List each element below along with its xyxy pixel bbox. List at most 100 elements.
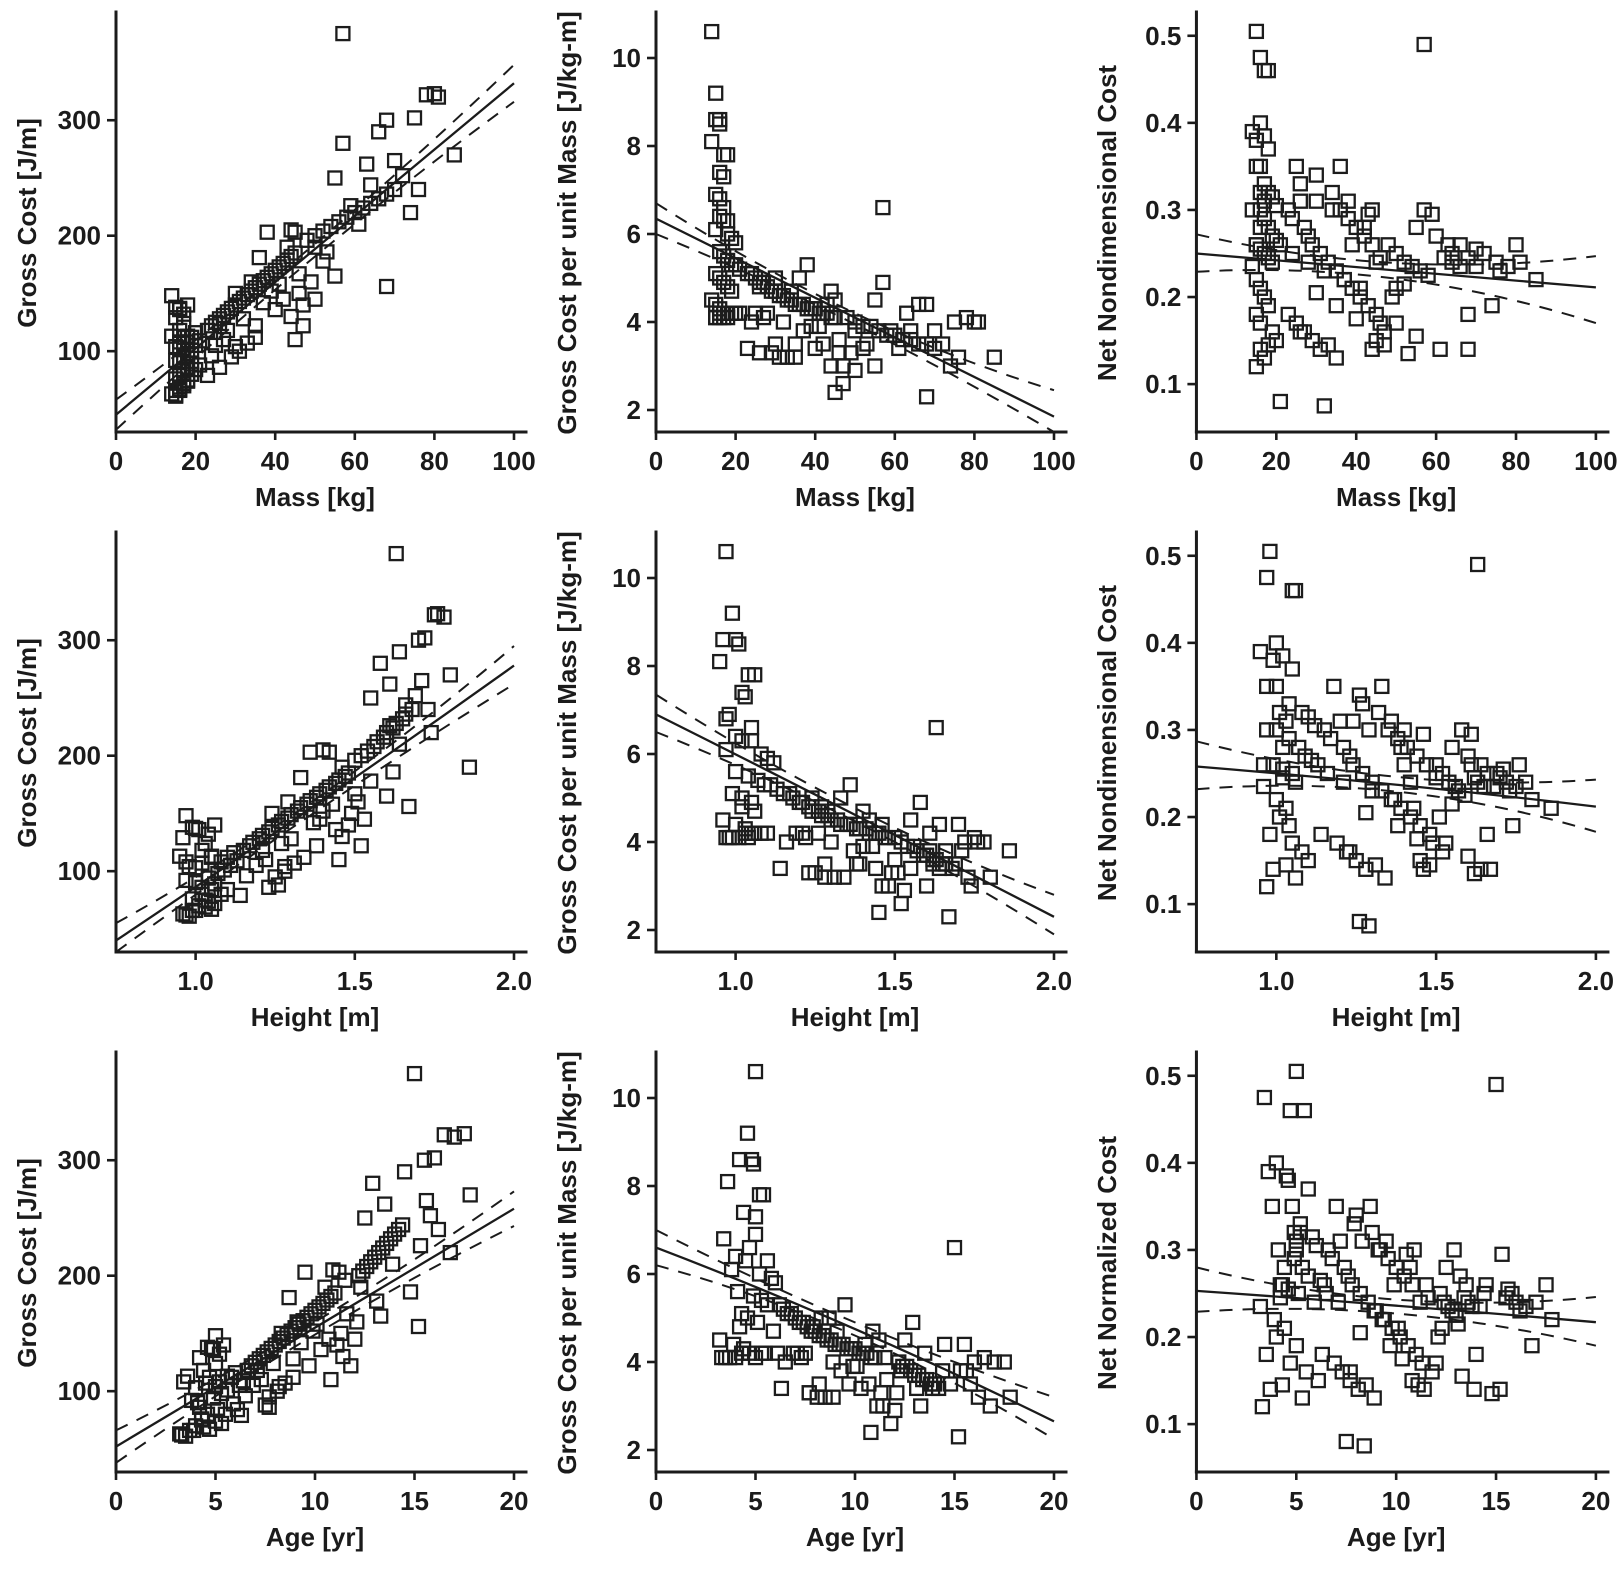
data-point	[1332, 202, 1348, 218]
cost-per-mass-vs-height-plot: 2 4 6 8 10 1.0 1.5 2.0 Height [m] Gross Cost per …	[552, 530, 1072, 1032]
data-point	[1396, 722, 1412, 738]
data-point	[1342, 844, 1358, 860]
data-point	[743, 265, 760, 282]
data-point	[839, 309, 855, 326]
data-point	[417, 630, 433, 646]
data-point	[922, 843, 938, 859]
data-point	[273, 835, 290, 852]
data-point	[926, 323, 943, 339]
data-point	[1412, 263, 1428, 279]
data-point	[1457, 787, 1473, 803]
data-point	[1406, 1242, 1422, 1258]
data-point	[416, 1152, 433, 1168]
data-point	[1374, 1311, 1390, 1328]
data-point	[727, 816, 744, 833]
data-point	[871, 904, 887, 921]
data-point	[1304, 332, 1320, 349]
data-point	[324, 796, 341, 812]
data-point	[721, 706, 737, 723]
y-tick-label: 2	[627, 915, 641, 945]
data-point	[731, 1319, 748, 1335]
data-point	[1287, 774, 1304, 790]
data-point	[934, 336, 951, 352]
data-point	[931, 860, 948, 877]
data-point	[712, 653, 728, 670]
data-point	[1252, 341, 1269, 357]
data-point	[891, 1354, 907, 1370]
data-point	[1248, 306, 1265, 323]
data-point	[363, 690, 379, 706]
data-point	[810, 825, 827, 841]
y-tick-label: 100	[58, 1376, 101, 1406]
data-point	[817, 1389, 833, 1405]
data-point	[950, 816, 967, 833]
data-point	[261, 879, 277, 895]
data-point	[845, 843, 862, 859]
data-point	[1428, 228, 1444, 244]
data-point	[1380, 722, 1396, 738]
data-point	[343, 1358, 359, 1374]
data-point	[351, 216, 367, 232]
data-point	[1326, 678, 1342, 695]
data-point	[747, 1063, 764, 1080]
y-axis-label: Net Nondimensional Cost	[1092, 65, 1122, 381]
data-point	[181, 1422, 198, 1439]
data-point	[287, 224, 303, 240]
data-point	[1416, 202, 1432, 218]
data-point	[371, 124, 387, 140]
data-point	[905, 1314, 921, 1331]
data-point	[347, 1331, 363, 1347]
data-point	[1328, 350, 1344, 366]
data-point	[896, 882, 913, 899]
data-point	[1332, 1233, 1348, 1249]
data-point	[302, 744, 318, 760]
x-tick-label: 10	[841, 1486, 870, 1516]
data-point	[1452, 237, 1468, 253]
data-point	[323, 1371, 339, 1388]
data-point	[1312, 245, 1328, 262]
data-point	[718, 543, 734, 560]
data-point	[1296, 219, 1313, 236]
data-point	[1479, 826, 1495, 843]
x-axis-label: Mass [kg]	[1336, 482, 1456, 512]
data-point	[1306, 717, 1323, 734]
data-point	[191, 333, 208, 349]
y-tick-label: 0.3	[1145, 195, 1181, 225]
data-point	[446, 147, 462, 163]
data-point	[1284, 661, 1300, 677]
data-point	[1468, 241, 1484, 257]
data-point	[1428, 1355, 1444, 1371]
data-point	[801, 1385, 817, 1401]
data-point	[1286, 1250, 1302, 1267]
y-tick-label: 300	[58, 105, 101, 135]
data-point	[1335, 774, 1352, 790]
data-point	[280, 794, 296, 810]
data-point	[1386, 791, 1403, 808]
y-tick-label: 8	[627, 651, 641, 681]
data-point	[410, 181, 427, 198]
data-point	[835, 358, 851, 374]
data-point	[1425, 835, 1441, 851]
data-point	[1354, 765, 1371, 782]
data-point	[1313, 826, 1329, 843]
x-tick-label: 20	[1581, 1486, 1610, 1516]
data-point	[283, 248, 299, 265]
data-point	[767, 1275, 784, 1291]
data-point	[207, 817, 223, 833]
data-point	[176, 306, 192, 322]
data-point	[1377, 870, 1393, 886]
data-point	[1360, 298, 1376, 314]
panel-net-normalized-cost-vs-age: 0.1 0.2 0.3 0.4 0.5 0 5 10 15 20 Age [yr] Net Norma…	[1080, 1040, 1622, 1578]
panel-gross-cost-vs-age: 100 200 300 0 5 10 15 20 Age [yr] Gross Cost [J/m…	[0, 1040, 540, 1578]
data-point	[782, 785, 798, 802]
data-point	[1424, 1364, 1440, 1380]
data-point	[1492, 1381, 1508, 1397]
data-point	[359, 156, 375, 172]
data-point	[1543, 800, 1559, 816]
data-point	[1344, 1277, 1360, 1293]
data-point	[1508, 1294, 1524, 1310]
data-point	[1330, 1294, 1346, 1310]
data-point	[291, 285, 307, 302]
data-point	[1354, 1233, 1370, 1249]
data-point	[1252, 241, 1269, 257]
